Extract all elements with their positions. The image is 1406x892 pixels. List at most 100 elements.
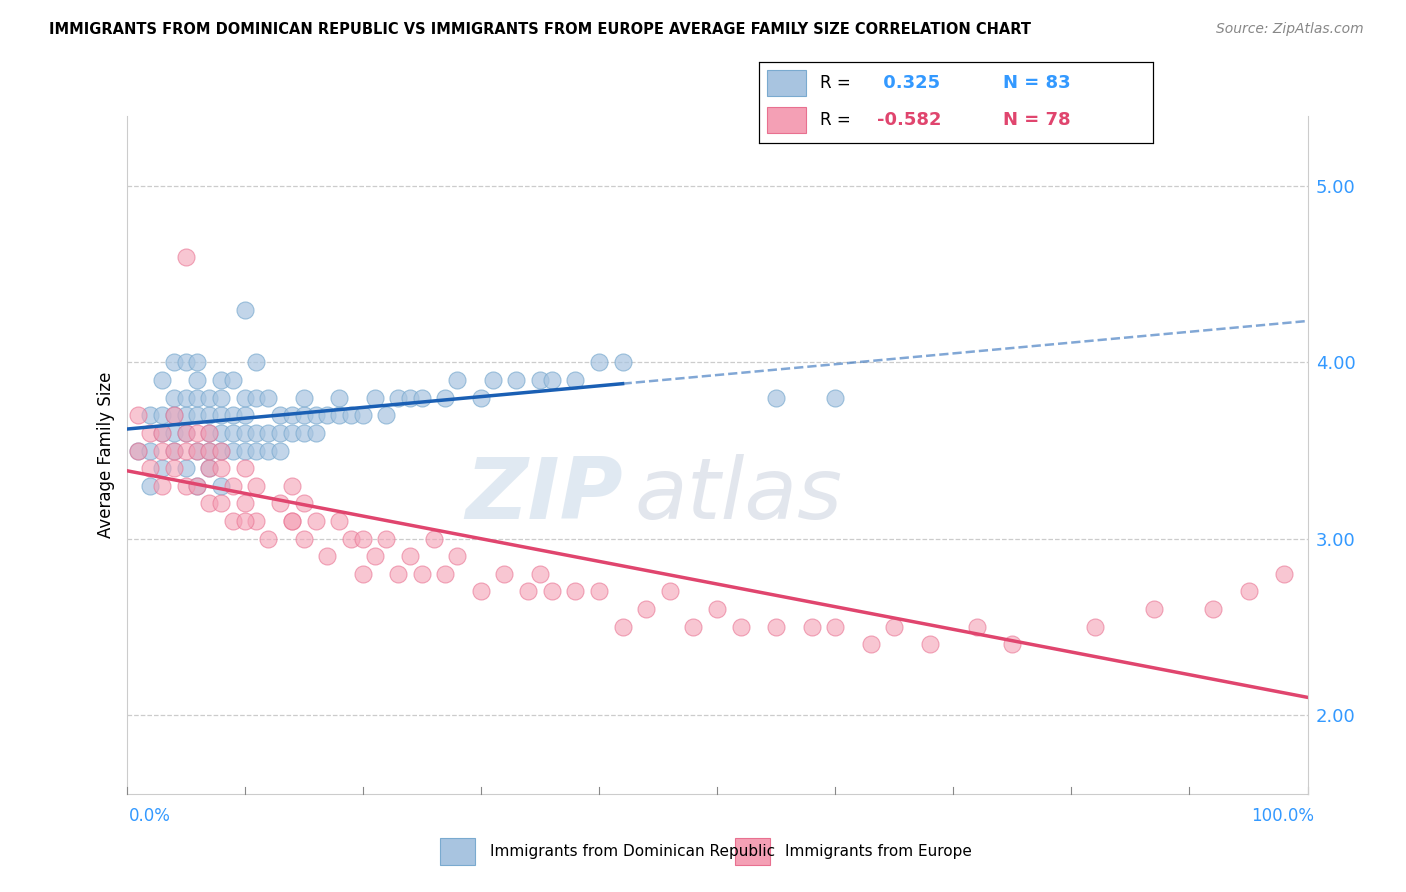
Point bbox=[387, 566, 409, 581]
Text: 0.0%: 0.0% bbox=[129, 807, 172, 825]
Point bbox=[612, 619, 634, 633]
Point bbox=[198, 443, 221, 458]
Point bbox=[292, 496, 315, 510]
Point bbox=[186, 355, 208, 369]
Point bbox=[174, 443, 197, 458]
Point bbox=[918, 637, 941, 651]
Point bbox=[540, 373, 562, 387]
Point bbox=[198, 496, 221, 510]
Point bbox=[316, 549, 339, 564]
Point bbox=[446, 549, 468, 564]
Point bbox=[340, 532, 363, 546]
Point bbox=[139, 425, 162, 440]
Point bbox=[269, 443, 291, 458]
Point bbox=[174, 391, 197, 405]
Text: 0.325: 0.325 bbox=[877, 74, 941, 92]
Point bbox=[198, 461, 221, 475]
Point bbox=[281, 514, 304, 528]
Point bbox=[434, 391, 457, 405]
Point bbox=[174, 479, 197, 493]
Point bbox=[470, 584, 492, 599]
Point bbox=[186, 391, 208, 405]
Point bbox=[245, 391, 267, 405]
Point bbox=[304, 425, 326, 440]
Point bbox=[1237, 584, 1260, 599]
Point bbox=[281, 409, 304, 423]
Point bbox=[222, 425, 245, 440]
Point bbox=[150, 373, 173, 387]
Point bbox=[375, 532, 398, 546]
Point bbox=[209, 461, 232, 475]
Point bbox=[765, 391, 787, 405]
Point bbox=[281, 425, 304, 440]
Point bbox=[174, 250, 197, 264]
Point bbox=[588, 355, 610, 369]
Point bbox=[540, 584, 562, 599]
Point bbox=[163, 443, 186, 458]
Point bbox=[328, 391, 350, 405]
Point bbox=[209, 391, 232, 405]
Point bbox=[328, 514, 350, 528]
Text: Immigrants from Dominican Republic: Immigrants from Dominican Republic bbox=[489, 845, 775, 859]
Text: ZIP: ZIP bbox=[465, 454, 623, 537]
Point bbox=[127, 409, 149, 423]
Point bbox=[186, 373, 208, 387]
Point bbox=[612, 355, 634, 369]
Point bbox=[966, 619, 988, 633]
Point bbox=[352, 409, 374, 423]
Point bbox=[139, 461, 162, 475]
Point bbox=[150, 479, 173, 493]
Point bbox=[257, 425, 280, 440]
Text: atlas: atlas bbox=[634, 454, 842, 537]
Point bbox=[411, 566, 433, 581]
Point bbox=[269, 496, 291, 510]
Text: Immigrants from Europe: Immigrants from Europe bbox=[785, 845, 972, 859]
Point bbox=[434, 566, 457, 581]
Point bbox=[765, 619, 787, 633]
Point bbox=[198, 461, 221, 475]
Point bbox=[163, 409, 186, 423]
Point bbox=[150, 461, 173, 475]
Point bbox=[257, 443, 280, 458]
Point bbox=[163, 409, 186, 423]
Point bbox=[387, 391, 409, 405]
Point bbox=[636, 602, 658, 616]
Point bbox=[375, 409, 398, 423]
Point bbox=[163, 461, 186, 475]
Bar bbox=[768, 70, 807, 96]
Point bbox=[186, 443, 208, 458]
Point bbox=[399, 391, 422, 405]
Point bbox=[222, 514, 245, 528]
Point bbox=[824, 391, 846, 405]
Point bbox=[198, 391, 221, 405]
Point bbox=[281, 514, 304, 528]
Text: -0.582: -0.582 bbox=[877, 112, 942, 129]
Point bbox=[198, 409, 221, 423]
Point bbox=[422, 532, 444, 546]
Point bbox=[304, 514, 326, 528]
Point bbox=[292, 425, 315, 440]
Point bbox=[529, 373, 551, 387]
Point bbox=[163, 391, 186, 405]
Text: R =: R = bbox=[820, 112, 856, 129]
Point bbox=[186, 479, 208, 493]
Point bbox=[127, 443, 149, 458]
Point bbox=[139, 479, 162, 493]
Point bbox=[245, 355, 267, 369]
Point bbox=[800, 619, 823, 633]
Point bbox=[245, 479, 267, 493]
Point bbox=[658, 584, 681, 599]
Point bbox=[859, 637, 882, 651]
Point bbox=[174, 425, 197, 440]
Text: Source: ZipAtlas.com: Source: ZipAtlas.com bbox=[1216, 22, 1364, 37]
Point bbox=[139, 409, 162, 423]
Point bbox=[174, 355, 197, 369]
Point bbox=[730, 619, 752, 633]
Point bbox=[209, 443, 232, 458]
Point bbox=[233, 443, 256, 458]
Point bbox=[316, 409, 339, 423]
Point bbox=[186, 425, 208, 440]
Point bbox=[494, 566, 516, 581]
Point bbox=[186, 443, 208, 458]
Point bbox=[529, 566, 551, 581]
